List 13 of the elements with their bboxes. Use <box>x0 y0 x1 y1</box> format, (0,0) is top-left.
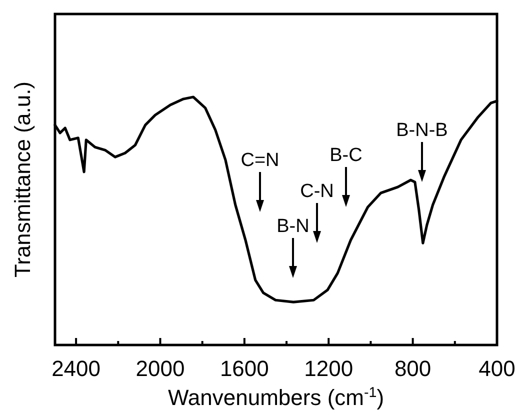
x-tick-label: 2400 <box>52 356 101 381</box>
annotation: B-C <box>330 145 362 166</box>
annotation: C-N <box>300 181 334 202</box>
annotation: B-N-B <box>396 120 448 141</box>
x-tick-label: 800 <box>394 356 432 381</box>
x-tick-label: 1600 <box>220 356 269 381</box>
annotation: B-N <box>276 216 310 237</box>
y-axis-title: Transmittance (a.u.) <box>10 81 35 278</box>
x-tick-label: 400 <box>478 356 516 381</box>
x-tick-label: 2000 <box>136 356 185 381</box>
x-axis-title: Wanvenumbers (cm$^{-1}$) <box>168 385 384 410</box>
annotation: C=N <box>240 150 280 171</box>
x-tick-label: 1200 <box>304 356 354 381</box>
